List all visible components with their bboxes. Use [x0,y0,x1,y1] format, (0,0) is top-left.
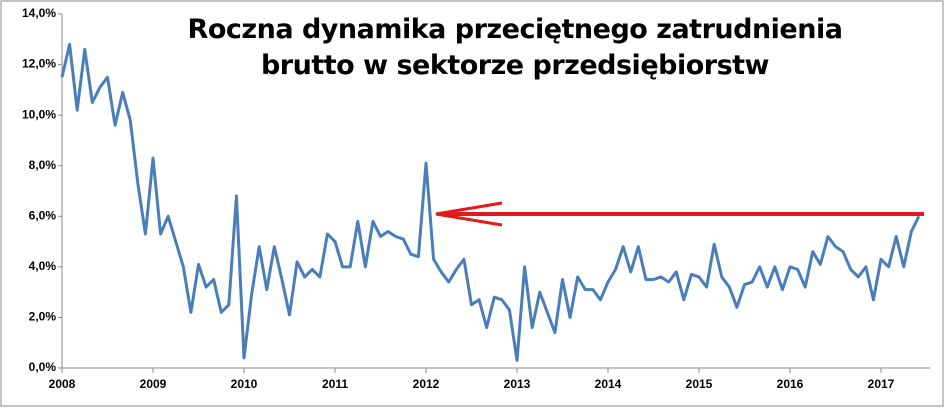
y-tick-label: 10,0% [22,107,56,121]
x-tick-label: 2013 [504,377,531,391]
x-tick-label: 2015 [686,377,713,391]
y-tick-label: 2,0% [29,310,57,324]
x-tick-label: 2011 [322,377,348,391]
x-tick-label: 2009 [140,377,167,391]
x-tick-label: 2012 [413,377,440,391]
y-tick-label: 12,0% [22,57,56,71]
x-tick-label: 2014 [595,377,622,391]
y-tick-label: 6,0% [29,208,57,222]
y-tick-label: 0,0% [29,360,57,374]
y-tick-label: 14,0% [22,6,56,20]
x-tick-label: 2017 [868,377,895,391]
x-tick-label: 2008 [49,377,76,391]
x-tick-label: 2010 [231,377,258,391]
x-tick-label: 2016 [777,377,804,391]
chart-title: Roczna dynamika przeciętnego zatrudnieni… [187,14,843,81]
data-line [60,42,921,362]
y-tick-label: 4,0% [29,259,57,273]
arrow-head [435,201,503,227]
y-tick-label: 8,0% [29,158,57,172]
